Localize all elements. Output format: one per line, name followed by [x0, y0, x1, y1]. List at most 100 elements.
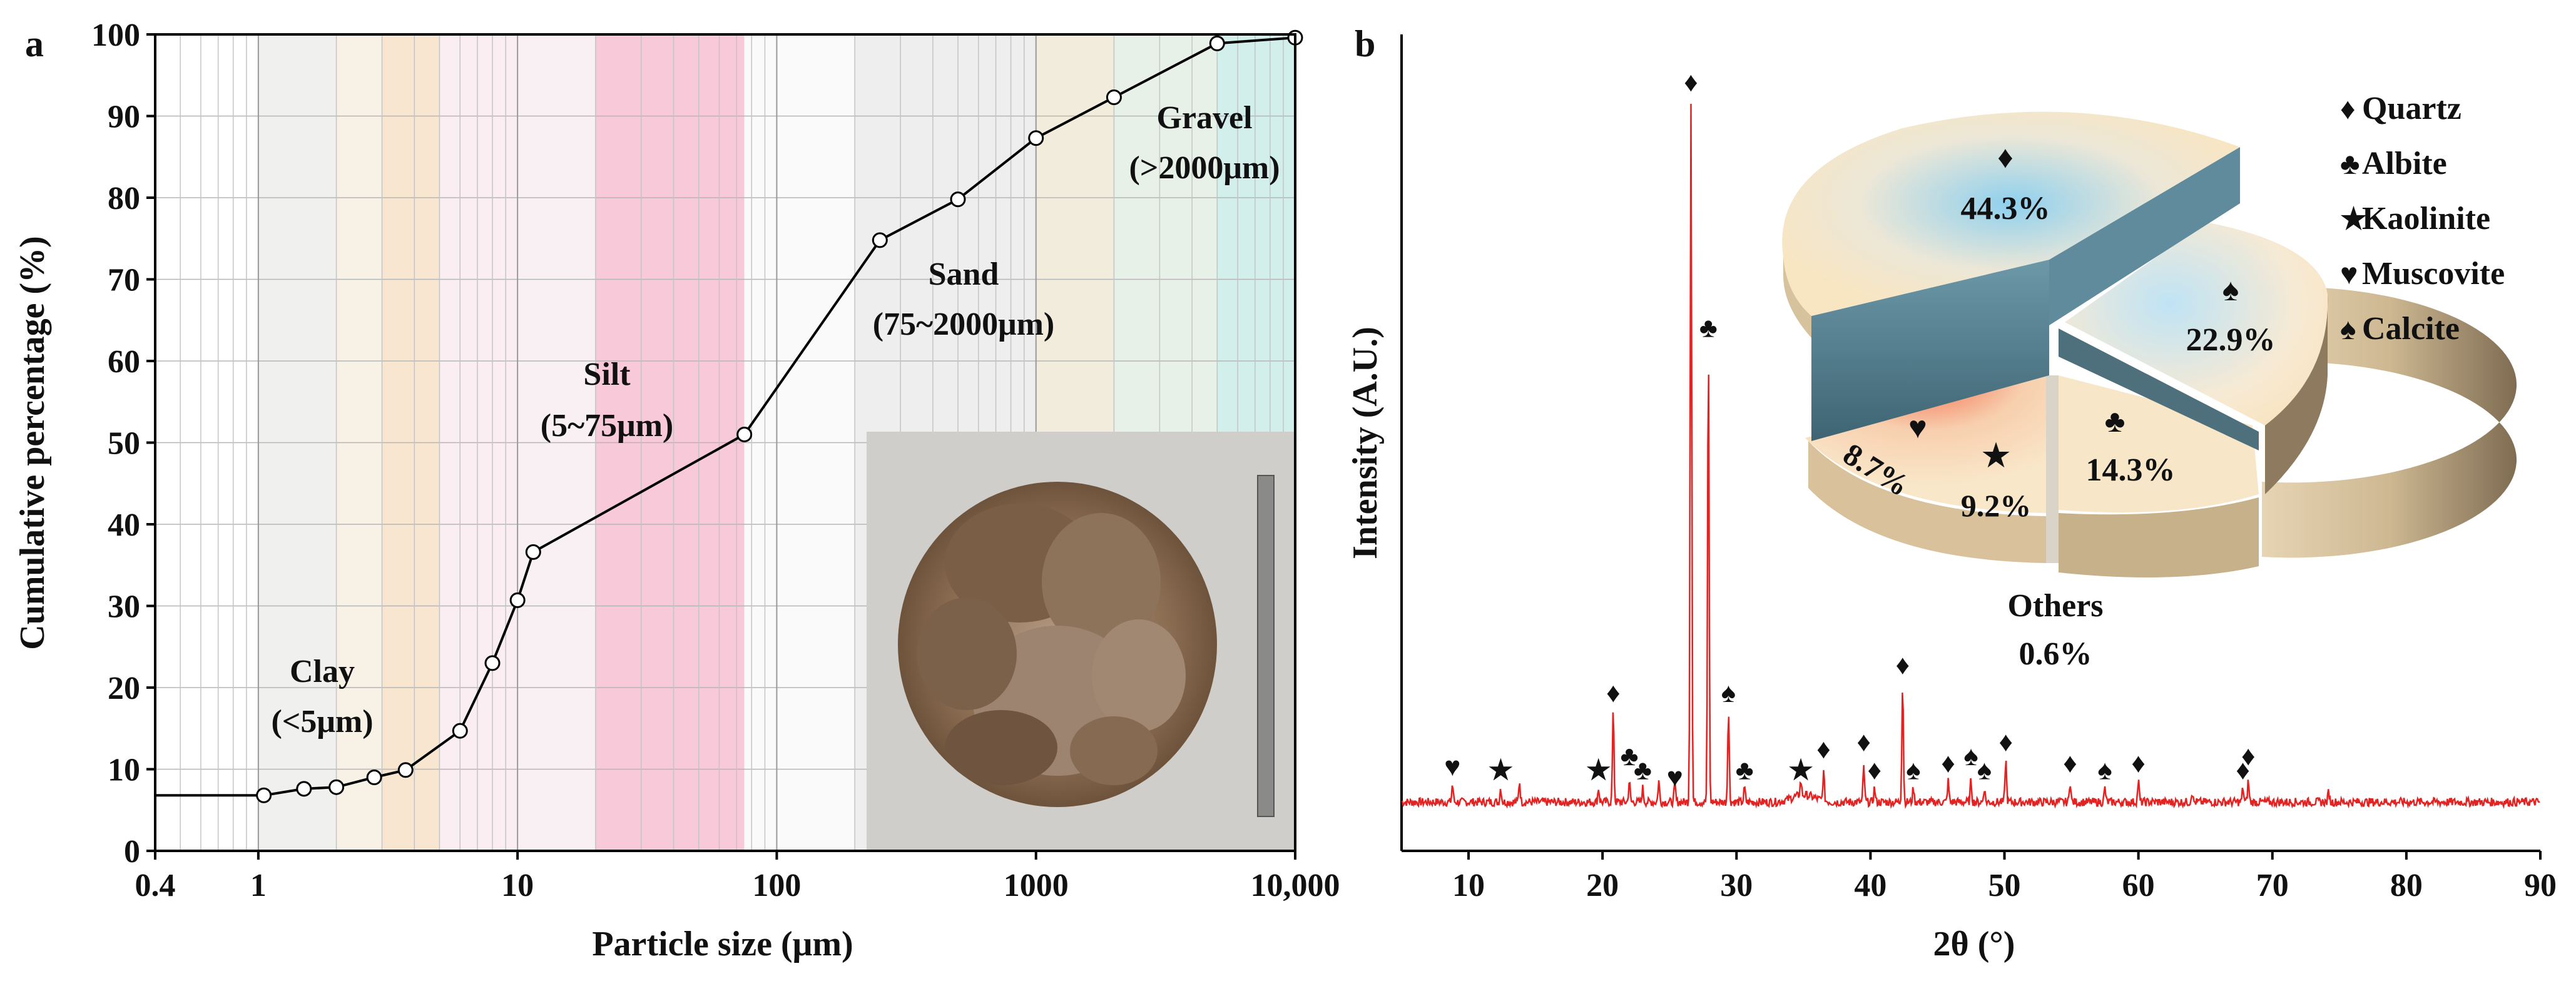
pie-value-albite: 14.3%	[2086, 452, 2176, 488]
pie-top-lower	[1805, 375, 2049, 513]
y-tick-label: 0	[124, 834, 140, 870]
peak-marker: ♦	[2241, 741, 2255, 771]
panel-b-xlabel: 2θ (°)	[1933, 925, 2015, 963]
peak-marker: ♦	[1606, 678, 1620, 708]
pie-side-front2	[2059, 497, 2259, 577]
soil-photo-inset	[867, 432, 1295, 851]
curve-point	[525, 544, 541, 560]
peak-markers: ♥ ★ ★♦♣♣ ♥♦♣♠♣ ★♦ ♦♦♦♠ ♦ ♠♠♦♦ ♠ ♦ ♦♦	[1444, 67, 2255, 793]
y-tick-label: 100	[91, 18, 140, 53]
pie-value-quartz: 44.3%	[1961, 191, 2050, 226]
peak-marker: ♠	[1963, 741, 1978, 771]
y-tick-label: 60	[108, 344, 140, 380]
curve-point	[484, 655, 501, 671]
pie-value-others: 0.6%	[2019, 636, 2092, 672]
curve-point	[256, 787, 272, 803]
legend-symbol: ♠	[2340, 313, 2356, 346]
curve-point	[296, 781, 312, 797]
sand-range: (75~2000μm)	[873, 307, 1054, 342]
x-tick-label: 90	[2524, 868, 2557, 903]
curve-point	[872, 232, 888, 248]
curve-point	[1028, 130, 1044, 146]
panel-a-label: a	[25, 23, 44, 64]
pie-side-quartz-left	[1783, 257, 1811, 338]
panel-b-ylabel: Intensity (A.U.)	[1346, 327, 1385, 559]
peak-marker: ★	[1489, 755, 1513, 786]
clay-range: (<5μm)	[271, 704, 373, 740]
pie-label-others: Others	[2007, 588, 2103, 624]
y-tick-label: 10	[108, 753, 140, 788]
legend-symbol: ♦	[2340, 93, 2356, 126]
curve-point	[950, 191, 966, 208]
legend-symbol: ♥	[2340, 258, 2358, 291]
peak-marker: ♦	[1684, 67, 1698, 98]
x-tick-label: 100	[752, 868, 801, 903]
y-tick-label: 90	[108, 99, 140, 135]
mineral-legend: ♦ Quartz♣ Albite ★Kaolinite♥ Muscovite♠ Calci…	[2340, 91, 2505, 347]
legend-label: Muscovite	[2362, 256, 2505, 292]
x-tick-label: 0.4	[135, 868, 176, 903]
panel-b-label: b	[1355, 23, 1375, 64]
panel-b: b 10 20 30 40 50 60 70 80 90 ♥ ★ ★♦♣♣ ♥♦♣♠♣ ★♦ ♦♦♦♠ ♦ ♠…	[1346, 23, 2557, 963]
peak-marker: ♦	[1896, 649, 1910, 680]
sand-label: Sand	[929, 257, 999, 292]
legend-label: Quartz	[2362, 91, 2461, 126]
pie-symbol-calcite: ♠	[2222, 272, 2239, 307]
x-tick-label: 50	[1988, 868, 2021, 903]
x-tick-label: 1	[250, 868, 267, 903]
pie-symbol-kaolinite: ★	[1982, 438, 2010, 473]
silt-label: Silt	[583, 357, 631, 392]
x-tick-label: 20	[1586, 868, 1619, 903]
peak-marker: ♥	[1444, 751, 1460, 782]
peak-marker: ♦	[1816, 734, 1830, 765]
pie-cut-quartz-right	[2049, 147, 2240, 325]
peak-marker: ♦	[1998, 727, 2012, 758]
mineral-pie-chart: ♦ 44.3% ♠ 22.9% ♣ 14.3% ★ 9.2% ♥ 8.7% Ot…	[1782, 111, 2517, 672]
panel-a: a Clay (<5μm) Silt (5~75μm) Sand	[13, 18, 1340, 963]
y-tick-label: 30	[108, 589, 140, 625]
peak-marker: ♣	[1699, 313, 1718, 343]
legend-symbol: ★	[2340, 203, 2367, 236]
peak-marker: ♦	[2131, 748, 2145, 778]
region-labels: Clay (<5μm) Silt (5~75μm) Sand (75~2000μ…	[271, 100, 1280, 740]
pie-symbol-muscovite: ♥	[1908, 410, 1927, 445]
pie-top-albite	[2059, 375, 2259, 513]
pie-symbol-quartz: ♦	[1997, 140, 2013, 175]
clay-label: Clay	[290, 654, 355, 689]
peak-marker: ♣	[1736, 755, 1754, 786]
peak-marker: ♦	[1868, 755, 1881, 786]
panel-a-xlabel: Particle size (μm)	[592, 925, 853, 963]
y-tick-label: 40	[108, 507, 140, 543]
panel-a-ylabel: Cumulative percentage (%)	[13, 236, 52, 650]
peak-marker: ♠	[1721, 678, 1736, 708]
pie-cut-quartz-front	[1811, 260, 2049, 441]
pie-cut-albite	[2059, 328, 2259, 450]
gravel-range: (>2000μm)	[1129, 150, 1280, 186]
panel-b-ticks: 10 20 30 40 50 60 70 80 90	[1452, 851, 2557, 903]
peak-marker: ♥	[1667, 762, 1683, 793]
peak-marker: ★	[1788, 755, 1813, 786]
curve-point	[452, 723, 468, 739]
curve-point	[1106, 89, 1122, 105]
peak-marker: ♦	[2236, 755, 2249, 786]
peak-marker: ♦	[1856, 727, 1870, 758]
y-tick-label: 80	[108, 181, 140, 216]
peak-marker: ♠	[1906, 755, 1920, 786]
y-tick-label: 20	[108, 671, 140, 706]
x-tick-label: 1000	[1004, 868, 1069, 903]
x-tick-label: 30	[1720, 868, 1753, 903]
panel-a-ticks: 0 10 20 30 40 50 60 70 80 90 100 0.4 1 10 100 1000 10,00…	[91, 18, 1340, 903]
legend-symbol: ♣	[2340, 148, 2360, 181]
curve-point	[736, 426, 753, 442]
x-tick-label: 10	[501, 868, 534, 903]
x-tick-label: 80	[2390, 868, 2423, 903]
legend-label: Albite	[2362, 146, 2447, 181]
pie-side-front	[1808, 441, 2046, 563]
curve-point	[328, 779, 345, 795]
pie-top-quartz	[1782, 111, 2240, 316]
peak-marker: ★	[1586, 755, 1611, 786]
pie-top-calcite	[2065, 222, 2328, 425]
x-tick-label: 10,000	[1251, 868, 1340, 903]
pie-symbol-albite: ♣	[2105, 404, 2125, 439]
